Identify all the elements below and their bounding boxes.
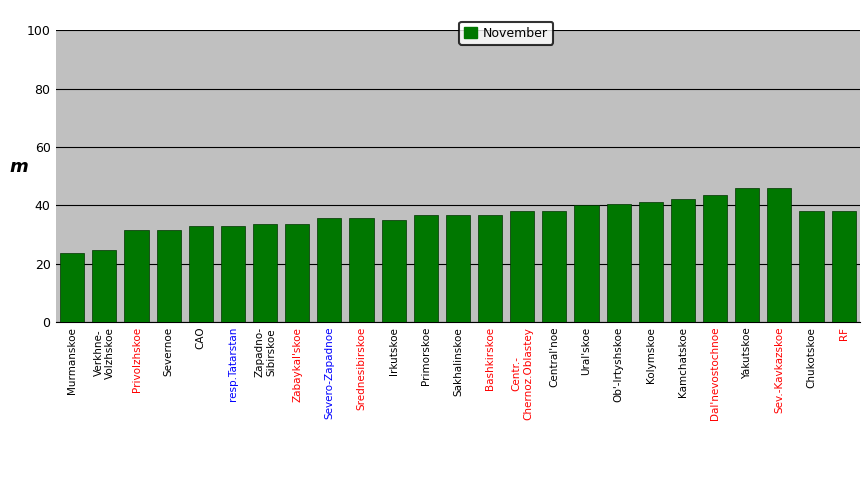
Bar <box>221 226 245 322</box>
Bar <box>703 195 727 322</box>
Bar <box>543 211 567 322</box>
Bar <box>638 202 663 322</box>
Bar <box>575 205 599 322</box>
Bar <box>478 215 502 322</box>
Bar <box>60 254 85 322</box>
Bar <box>767 188 791 322</box>
Bar <box>253 224 277 322</box>
Bar <box>670 199 695 322</box>
Bar <box>156 230 181 322</box>
Bar <box>317 218 341 322</box>
Bar <box>414 215 438 322</box>
Bar <box>285 224 309 322</box>
Bar <box>188 226 213 322</box>
Bar <box>92 250 117 322</box>
Bar <box>607 204 631 322</box>
Bar <box>510 211 534 322</box>
Bar <box>799 211 823 322</box>
Bar <box>382 220 406 322</box>
Bar <box>831 211 855 322</box>
Bar <box>735 188 759 322</box>
Legend: November: November <box>460 22 553 45</box>
Bar <box>349 218 373 322</box>
Y-axis label: m: m <box>9 158 28 176</box>
Bar <box>446 215 470 322</box>
Bar <box>124 230 149 322</box>
